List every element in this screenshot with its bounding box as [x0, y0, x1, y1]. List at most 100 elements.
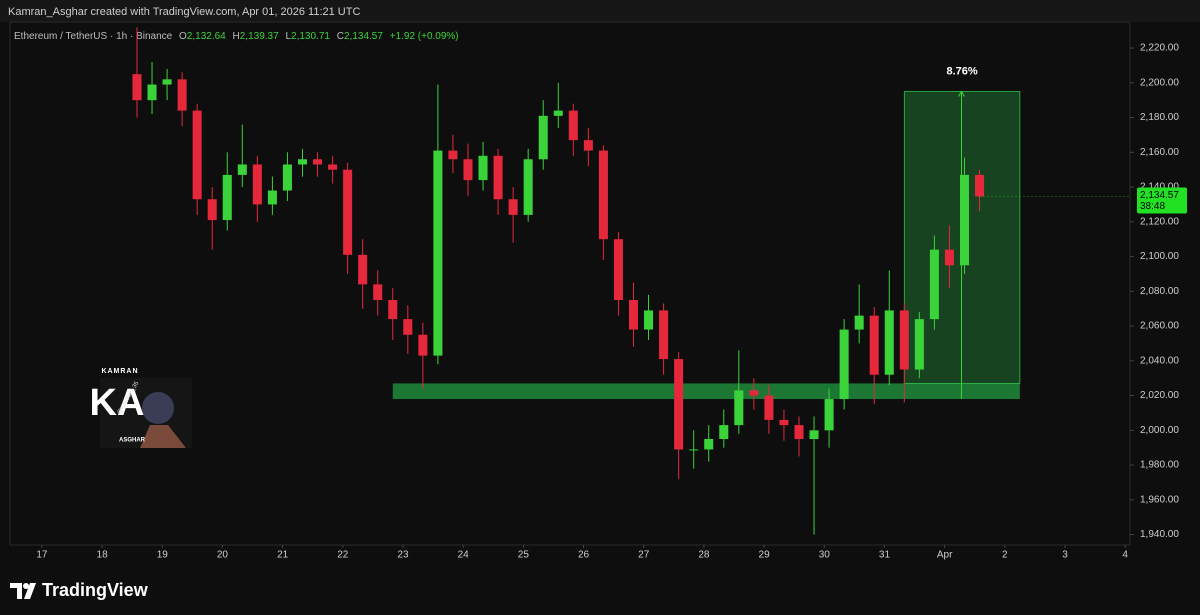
candle-body [854, 315, 864, 330]
position-label: 8.76% [946, 65, 977, 77]
y-tick-label: 1,940.00 [1140, 529, 1179, 540]
x-tick-label: 29 [759, 550, 771, 561]
candle [764, 385, 774, 434]
candle [659, 303, 669, 375]
avatar-body [140, 425, 186, 448]
candle-body [222, 174, 232, 221]
candle [824, 388, 834, 448]
candle-body [704, 439, 714, 450]
candle-body [869, 315, 879, 375]
candle [929, 235, 939, 330]
candle-body [914, 319, 924, 370]
candle [373, 270, 383, 316]
candle [884, 270, 894, 386]
y-tick-label: 2,200.00 [1140, 77, 1179, 88]
candle-body [689, 449, 699, 451]
candle-body [749, 390, 759, 396]
support-zone [392, 383, 1020, 400]
candle [328, 155, 338, 184]
candle [418, 322, 428, 389]
candle [222, 152, 232, 231]
countdown-label: 38:48 [1140, 201, 1165, 212]
plot-frame [9, 21, 1131, 546]
x-tick-label: 27 [638, 550, 650, 561]
candle-body [779, 419, 789, 426]
x-tick-label: 28 [698, 550, 710, 561]
y-tick-label: 2,140.00 [1140, 182, 1179, 193]
candle-body [478, 155, 488, 181]
candle [689, 430, 699, 469]
candle [388, 287, 398, 340]
candle-body [508, 199, 518, 215]
y-tick-label: 2,000.00 [1140, 425, 1179, 436]
candle [944, 225, 954, 288]
header-bar [0, 0, 1200, 22]
candle [403, 305, 413, 354]
candle-body [373, 284, 383, 301]
candle [237, 124, 247, 188]
y-tick-label: 2,040.00 [1140, 355, 1179, 366]
ohlc-value: 2,139.37 [240, 31, 279, 42]
candle [568, 103, 578, 156]
candle [749, 378, 759, 410]
candle [975, 169, 985, 212]
watermark-top: KAMRAN [101, 368, 138, 375]
x-tick-label: 3 [1062, 550, 1068, 561]
header-text: Kamran_Asghar created with TradingView.c… [8, 6, 360, 18]
candle [433, 84, 443, 365]
candle-body [598, 150, 608, 240]
candle-body [177, 79, 187, 111]
arrow-head [958, 90, 965, 97]
brand-name: TradingView [42, 580, 149, 600]
candle-body [644, 310, 654, 330]
candle-body [328, 164, 338, 170]
candle [282, 152, 292, 201]
y-tick-label: 2,120.00 [1140, 216, 1179, 227]
x-tick-label: 26 [578, 550, 590, 561]
candle-body [343, 169, 353, 255]
candle-body [282, 164, 292, 191]
candle-body [899, 310, 909, 370]
candle [147, 61, 157, 115]
candle-body [162, 79, 172, 85]
candle [538, 100, 548, 170]
y-tick-label: 2,020.00 [1140, 390, 1179, 401]
x-tick-label: 23 [397, 550, 409, 561]
ohlc-value: 2,130.71 [291, 31, 330, 42]
candle [207, 187, 217, 250]
ohlc-value: 2,134.57 [344, 31, 383, 42]
candle [448, 134, 458, 174]
candle-body [884, 310, 894, 375]
candle [162, 68, 172, 101]
candle [132, 27, 142, 118]
candle [358, 239, 368, 309]
ohlc-label: L [285, 31, 291, 42]
symbol-title: Ethereum / TetherUS · 1h · Binance [14, 31, 173, 42]
avatar-head [142, 392, 174, 424]
candle-body [734, 390, 744, 426]
x-tick-label: 18 [97, 550, 109, 561]
x-tick-label: 25 [518, 550, 530, 561]
candle-body [523, 159, 533, 215]
candle-body [493, 155, 503, 200]
candle-body [944, 249, 954, 266]
candle-body [403, 319, 413, 335]
candle-body [267, 190, 277, 205]
candle [644, 294, 654, 340]
candle-body [132, 74, 142, 101]
candle [959, 157, 970, 274]
candle [297, 148, 308, 177]
y-tick-label: 2,100.00 [1140, 251, 1179, 262]
y-tick-label: 2,080.00 [1140, 286, 1179, 297]
candle [192, 103, 202, 215]
candle-body [975, 174, 985, 197]
candle-body [839, 329, 849, 400]
x-tick-label: 31 [879, 550, 891, 561]
ohlc-label: H [233, 31, 240, 42]
candle [493, 148, 503, 215]
candle-body [463, 159, 473, 181]
candle [523, 148, 533, 222]
brand-logo [10, 583, 36, 599]
candle [313, 152, 323, 177]
candle [809, 416, 819, 535]
